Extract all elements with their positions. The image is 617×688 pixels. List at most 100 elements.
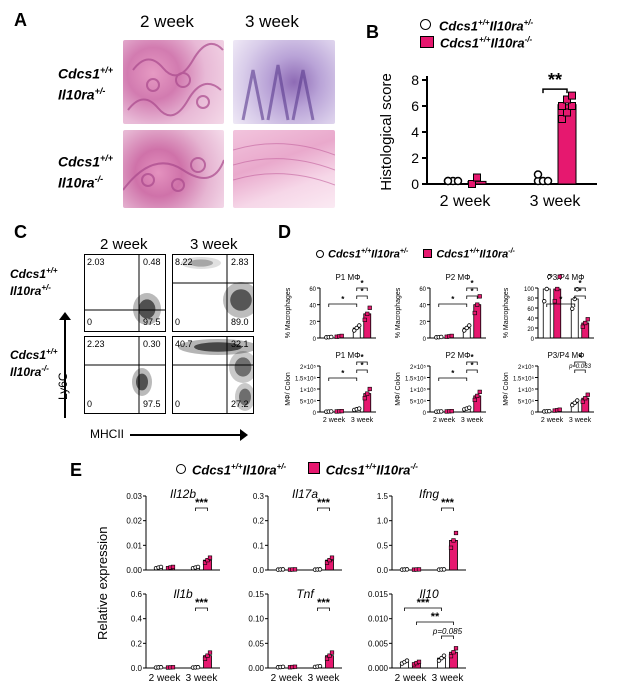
d-chart-y-tick-label: 60 — [527, 307, 534, 313]
d-chart-x-tick-label: 2 week — [541, 417, 564, 424]
e-chart-y-tick-label: 0.1 — [253, 541, 265, 550]
d-chart-bar — [542, 288, 551, 339]
e-chart-point — [327, 653, 332, 658]
e-chart-point — [441, 567, 447, 572]
e-chart-point — [158, 564, 164, 570]
e-chart-sig-bracket — [416, 621, 454, 625]
d-chart-y-tick-label: 40 — [527, 317, 534, 323]
histology-image-ko-2week — [123, 130, 224, 208]
e-chart-y-tick-label: 0.0 — [131, 664, 143, 673]
panel-c-col-3week: 3 week — [190, 236, 238, 253]
d-chart-y-tick-label: 0 — [313, 411, 317, 417]
panel-c-label: C — [14, 222, 27, 242]
d-chart-bar — [363, 313, 372, 339]
panel-a-label: A — [14, 10, 27, 30]
legend-marker-het — [176, 464, 186, 475]
d-chart-y-tick-label: 2×10⁵ — [410, 364, 427, 371]
d-chart-y-tick-label: 5×10⁴ — [518, 399, 535, 406]
flow-plot: 2.23 0.30 0 97.5 — [84, 336, 166, 414]
d-chart-y-tick-label: 20 — [309, 320, 316, 326]
histology-score-chart: Histological score 0 2 4 6 8 2 week 3 week ** — [378, 70, 597, 210]
d-chart-point — [329, 409, 334, 414]
d-chart-y-tick-label: 0 — [313, 337, 317, 343]
panel-d-legend: Cdcs1+/+Il10ra+/- Cdcs1+/+Il10ra-/- — [316, 248, 515, 261]
d-chart-y-tick-label: 1.5×10⁵ — [405, 376, 427, 383]
d-chart-chart: P2 MΦ MΦ/ Colon 0 5×10⁴ 1×10⁵ 1.5×10⁵ 2×10⁵ 2 w… — [395, 351, 486, 424]
b-point — [558, 115, 566, 123]
flow-quadrant-value-ur: 32.1 — [231, 339, 249, 349]
d-chart-sig-bracket — [328, 303, 358, 307]
e-chart-y-tick-label: 0.010 — [368, 615, 389, 624]
e-chart-chart: Il12b 0.00 0.01 0.02 0.03 *** — [126, 487, 220, 575]
e-chart-point — [448, 545, 454, 550]
d-chart-y-tick-label: 5×10⁴ — [300, 399, 317, 406]
e-chart-point — [195, 564, 201, 570]
d-chart-point — [477, 294, 482, 299]
d-chart-sig-bracket — [466, 287, 478, 291]
d-chart-sig-bracket — [328, 377, 358, 381]
e-chart-point — [451, 650, 456, 655]
e-chart-point — [439, 655, 444, 661]
e-chart-y-tick-label: 0.0 — [253, 566, 265, 575]
d-chart-point — [449, 409, 454, 414]
d-chart-sig-text: * — [578, 287, 582, 296]
legend-item-ko: Cdcs1+/+Il10ra-/- — [420, 35, 533, 51]
e-chart-y-tick-label: 0.2 — [253, 517, 265, 526]
e-chart-y-tick-label: 0.03 — [126, 492, 142, 501]
legend-marker-ko — [420, 35, 434, 48]
d-chart-x-tick-label: 3 week — [351, 417, 374, 424]
e-chart-sig-bracket — [441, 635, 454, 639]
d-chart-sig-text: * — [470, 353, 474, 362]
d-chart-sig-text: * — [559, 295, 563, 304]
histology-image-ko-3week — [233, 130, 335, 208]
d-chart-sig-text: * — [578, 279, 582, 288]
e-chart-point — [292, 664, 298, 669]
d-chart-title: P3/P4 MΦ — [547, 273, 584, 282]
panel-c-row2-genotype: Cdcs1+/+ Il10ra-/- — [10, 347, 58, 379]
b-bar — [557, 104, 577, 185]
d-chart-y-tick-label: 80 — [527, 297, 534, 303]
e-chart-title: Ifng — [419, 487, 439, 501]
d-chart-y-axis-label: MΦ/ Colon — [285, 372, 292, 406]
flow-quadrant-value-ll: 0 — [87, 317, 93, 327]
e-chart-y-tick-label: 1.0 — [377, 517, 389, 526]
e-chart-sig-text: *** — [317, 497, 331, 509]
b-point — [543, 176, 553, 186]
d-chart-point — [475, 302, 480, 307]
flow-density-outer — [235, 383, 255, 411]
d-chart-title: P2 MΦ — [445, 273, 470, 282]
b-point — [533, 170, 543, 179]
d-chart-x-tick-label: 3 week — [569, 417, 592, 424]
d-chart-y-tick-label: 5×10⁴ — [410, 399, 427, 406]
d-chart-point — [477, 389, 482, 394]
d-chart-point — [547, 408, 552, 414]
e-chart-sig-bracket — [404, 607, 442, 611]
flow-density — [173, 337, 258, 413]
e-chart-point — [436, 658, 442, 663]
panel-c-col-2week: 2 week — [100, 236, 148, 253]
d-chart-point — [367, 386, 372, 392]
d-chart-y-tick-label: 1.5×10⁵ — [295, 376, 317, 383]
e-chart-title: Tnf — [296, 587, 315, 601]
d-chart-x-tick-label: 3 week — [461, 417, 484, 424]
e-chart-sig-bracket — [195, 607, 208, 611]
d-chart-sig-text: * — [470, 279, 474, 288]
e-chart-y-tick-label: 0.000 — [368, 664, 389, 673]
d-chart-sig-text: * — [470, 361, 474, 370]
e-chart-title: Il17a — [292, 487, 318, 501]
legend-marker-ko — [423, 248, 433, 258]
e-chart-y-tick-label: 0.15 — [248, 590, 264, 599]
d-chart-point — [365, 311, 370, 316]
b-point — [568, 102, 576, 110]
d-chart-y-tick-label: 0 — [531, 337, 535, 343]
e-chart-x-tick-label: 2 week — [149, 673, 182, 684]
d-chart-point — [462, 328, 467, 333]
flow-density — [85, 255, 165, 331]
d-chart-y-tick-label: 1×10⁵ — [300, 387, 317, 394]
d-chart-point — [583, 396, 588, 401]
e-chart-chart: Il17a 0.0 0.1 0.2 0.3 *** — [253, 487, 342, 575]
flow-quadrant-value-lr: 97.5 — [143, 399, 161, 409]
flow-quadrant-value-ul: 2.03 — [87, 257, 105, 267]
